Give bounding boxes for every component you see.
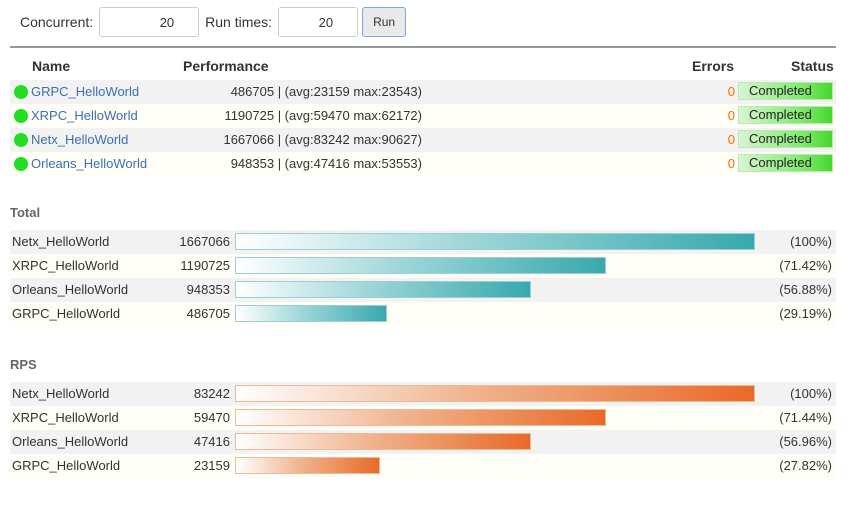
header-name: Name xyxy=(32,58,71,74)
status-dot-icon xyxy=(14,133,28,147)
bar-row: GRPC_HelloWorld 23159 (27.82%) xyxy=(10,454,836,478)
bar-fill xyxy=(235,385,755,402)
bar-track xyxy=(235,305,755,322)
bar-fill xyxy=(235,233,755,250)
status-dot-icon xyxy=(14,85,28,99)
bar-value: 59470 xyxy=(193,410,230,425)
total-section-title: Total xyxy=(10,205,41,220)
bar-percent: (29.19%) xyxy=(779,306,832,321)
bar-percent: (56.96%) xyxy=(779,434,832,449)
errors-count: 0 xyxy=(727,156,735,171)
test-name-link[interactable]: XRPC_HelloWorld xyxy=(31,108,138,123)
bar-track xyxy=(235,281,755,298)
table-row: GRPC_HelloWorld 486705 | (avg:23159 max:2… xyxy=(10,80,836,104)
bar-label: XRPC_HelloWorld xyxy=(12,410,119,425)
bar-track xyxy=(235,457,755,474)
table-row: Orleans_HelloWorld 948353 | (avg:47416 ma… xyxy=(10,152,836,176)
bar-fill xyxy=(235,433,531,450)
bar-value: 1667066 xyxy=(179,234,230,249)
bar-fill xyxy=(235,457,380,474)
status-dot-icon xyxy=(14,157,28,171)
table-row: Netx_HelloWorld 1667066 | (avg:83242 max:… xyxy=(10,128,836,152)
bar-percent: (100%) xyxy=(790,386,832,401)
bar-percent: (100%) xyxy=(790,234,832,249)
bar-value: 47416 xyxy=(193,434,230,449)
bar-label: Netx_HelloWorld xyxy=(12,386,110,401)
bar-track xyxy=(235,233,755,250)
bar-row: Orleans_HelloWorld 948353 (56.88%) xyxy=(10,278,836,302)
errors-count: 0 xyxy=(727,84,735,99)
status-badge: Completed xyxy=(738,130,833,148)
bar-percent: (27.82%) xyxy=(779,458,832,473)
status-badge: Completed xyxy=(738,82,833,100)
status-badge: Completed xyxy=(738,154,833,172)
performance-value: 1667066 | (avg:83242 max:90627) xyxy=(223,132,422,147)
errors-count: 0 xyxy=(727,108,735,123)
status-dot-icon xyxy=(14,109,28,123)
test-name-link[interactable]: GRPC_HelloWorld xyxy=(31,84,140,99)
bar-label: GRPC_HelloWorld xyxy=(12,306,121,321)
results-table: Name Performance Errors Status GRPC_Hell… xyxy=(10,46,836,176)
bar-label: Orleans_HelloWorld xyxy=(12,282,129,297)
bar-value: 948353 xyxy=(186,282,230,297)
test-name-link[interactable]: Netx_HelloWorld xyxy=(31,132,129,147)
bar-label: Orleans_HelloWorld xyxy=(12,434,129,449)
run-times-input[interactable] xyxy=(278,7,359,37)
concurrent-label: Concurrent: xyxy=(20,14,94,30)
rps-section-title: RPS xyxy=(10,357,37,372)
bar-percent: (71.44%) xyxy=(779,410,832,425)
status-badge: Completed xyxy=(738,106,833,124)
bar-label: Netx_HelloWorld xyxy=(12,234,110,249)
bar-label: XRPC_HelloWorld xyxy=(12,258,119,273)
bar-row: XRPC_HelloWorld 59470 (71.44%) xyxy=(10,406,836,430)
header-performance: Performance xyxy=(183,58,269,74)
bar-value: 23159 xyxy=(193,458,230,473)
rps-bar-chart: Netx_HelloWorld 83242 (100%) XRPC_HelloWorl… xyxy=(10,382,836,478)
header-errors: Errors xyxy=(692,58,735,74)
bar-track xyxy=(235,433,755,450)
bar-row: XRPC_HelloWorld 1190725 (71.42%) xyxy=(10,254,836,278)
bar-fill xyxy=(235,409,606,426)
concurrent-input[interactable] xyxy=(99,7,200,37)
bar-value: 1190725 xyxy=(180,258,230,273)
performance-value: 486705 | (avg:23159 max:23543) xyxy=(230,84,422,99)
bar-fill xyxy=(235,257,606,274)
toolbar: Concurrent: Run times: Run xyxy=(20,6,407,38)
bar-percent: (56.88%) xyxy=(779,282,832,297)
table-body: GRPC_HelloWorld 486705 | (avg:23159 max:2… xyxy=(10,80,836,176)
bar-fill xyxy=(235,281,531,298)
table-row: XRPC_HelloWorld 1190725 | (avg:59470 max:… xyxy=(10,104,836,128)
bar-row: GRPC_HelloWorld 486705 (29.19%) xyxy=(10,302,836,326)
bar-track xyxy=(235,385,755,402)
bar-value: 486705 xyxy=(186,306,230,321)
bar-row: Netx_HelloWorld 1667066 (100%) xyxy=(10,230,836,254)
bar-value: 83242 xyxy=(193,386,230,401)
bar-track xyxy=(235,257,755,274)
bar-row: Orleans_HelloWorld 47416 (56.96%) xyxy=(10,430,836,454)
test-name-link[interactable]: Orleans_HelloWorld xyxy=(31,156,148,171)
errors-count: 0 xyxy=(727,132,735,147)
performance-value: 1190725 | (avg:59470 max:62172) xyxy=(224,108,422,123)
performance-value: 948353 | (avg:47416 max:53553) xyxy=(230,156,422,171)
header-status: Status xyxy=(791,58,834,74)
table-header: Name Performance Errors Status xyxy=(10,48,836,80)
total-bar-chart: Netx_HelloWorld 1667066 (100%) XRPC_HelloWo… xyxy=(10,230,836,326)
bar-track xyxy=(235,409,755,426)
run-times-label: Run times: xyxy=(205,14,273,30)
bar-fill xyxy=(235,305,387,322)
run-button[interactable]: Run xyxy=(362,7,407,37)
bar-row: Netx_HelloWorld 83242 (100%) xyxy=(10,382,836,406)
bar-label: GRPC_HelloWorld xyxy=(12,458,121,473)
bar-percent: (71.42%) xyxy=(779,258,832,273)
